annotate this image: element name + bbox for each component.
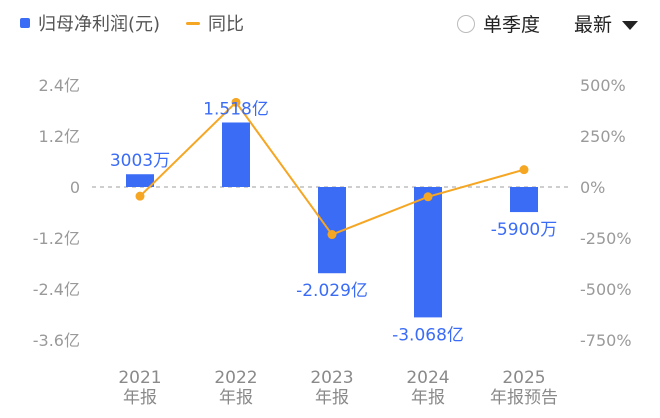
category-year-label: 2025: [502, 368, 545, 388]
chart-controls: 单季度 最新: [456, 10, 638, 37]
category-type-label: 年报预告: [490, 388, 558, 408]
quarter-radio[interactable]: [456, 14, 475, 33]
category-year-label: 2022: [214, 368, 257, 388]
legend: 归母净利润(元) 同比: [20, 10, 244, 36]
category-year-label: 2024: [406, 368, 449, 388]
category-year-label: 2023: [310, 368, 353, 388]
bar-data-label: 3003万: [110, 151, 170, 171]
yoy-point-1: [231, 97, 241, 107]
line-series-swatch: [186, 21, 201, 25]
bar-4: [510, 187, 538, 213]
bar-series-swatch: [20, 18, 30, 28]
left-axis-tick-label: 1.2亿: [39, 127, 80, 146]
left-axis-tick-label: -1.2亿: [33, 229, 80, 248]
category-year-label: 2021: [118, 368, 161, 388]
category-type-label: 年报: [411, 388, 445, 408]
right-axis-tick-label: -500%: [580, 280, 632, 299]
bar-data-label: -5900万: [491, 220, 557, 240]
category-type-label: 年报: [219, 388, 253, 408]
yoy-point-2: [327, 230, 337, 240]
bar-data-label: -2.029亿: [296, 281, 368, 301]
yoy-point-4: [519, 165, 529, 175]
line-series-label: 同比: [208, 14, 245, 35]
quarter-label[interactable]: 单季度: [482, 14, 540, 36]
left-axis-tick-label: -2.4亿: [33, 280, 80, 299]
yoy-point-3: [423, 192, 433, 202]
left-axis-tick-label: -3.6亿: [33, 331, 80, 350]
yoy-point-0: [135, 191, 145, 201]
bar-0: [126, 174, 154, 187]
right-axis-tick-label: -250%: [580, 229, 632, 248]
left-axis-tick-label: 0: [70, 178, 80, 197]
bar-1: [222, 122, 250, 187]
left-axis-tick-label: 2.4亿: [39, 76, 80, 95]
right-axis-tick-label: 0%: [580, 178, 605, 197]
right-axis-tick-label: 500%: [580, 76, 626, 95]
bar-3: [414, 187, 442, 318]
bar-data-label: -3.068亿: [392, 325, 464, 345]
category-type-label: 年报: [315, 388, 349, 408]
bar-data-label: 1.518亿: [203, 99, 269, 119]
category-type-label: 年报: [123, 388, 157, 408]
right-axis-tick-label: 250%: [580, 127, 626, 146]
sort-dropdown-label[interactable]: 最新: [573, 14, 612, 36]
right-axis-tick-label: -750%: [580, 331, 632, 350]
bar-series-label: 归母净利润(元): [38, 14, 161, 35]
chevron-down-icon[interactable]: [622, 20, 638, 30]
